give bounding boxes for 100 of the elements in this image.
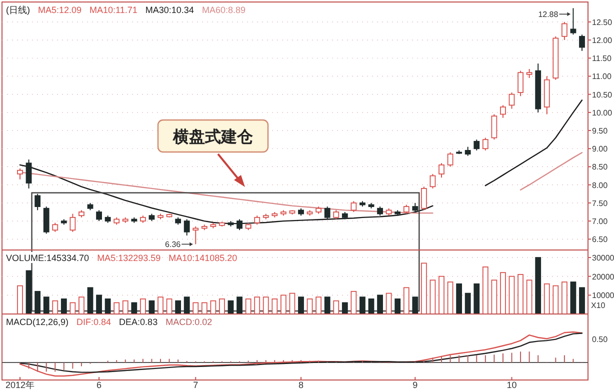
- bar: [184, 296, 190, 314]
- y-tick-label: 7.50: [592, 198, 608, 208]
- bar: [262, 296, 269, 314]
- bar: [254, 296, 260, 314]
- bar: [360, 296, 366, 314]
- bar: [43, 296, 50, 314]
- bar: [78, 296, 84, 314]
- bar: [342, 302, 348, 314]
- candlestick: [184, 218, 190, 236]
- annotation: MA10:11.71: [90, 5, 138, 15]
- candlestick: [526, 68, 532, 79]
- annotation: 6.36: [165, 240, 182, 250]
- x-tick-label: 9: [412, 380, 418, 390]
- bar: [96, 294, 102, 314]
- x-tick-label: 2012年: [5, 380, 35, 390]
- candlestick: [447, 152, 454, 168]
- bar: [70, 302, 76, 314]
- text: DEA:0.83: [119, 317, 158, 327]
- bar: [201, 302, 208, 314]
- bar: [316, 296, 322, 314]
- candlestick: [52, 222, 58, 232]
- y-tick-label: 12.50: [592, 18, 613, 27]
- y-tick-label: 6.50: [592, 235, 608, 244]
- bar: [140, 298, 146, 314]
- annotation: 12.88: [538, 10, 559, 20]
- y-tick-label: 7.00: [592, 217, 608, 226]
- bar: [131, 302, 138, 314]
- bar: [324, 296, 330, 314]
- bar: [26, 270, 32, 314]
- candlestick: [96, 210, 102, 222]
- text: 0.50: [592, 335, 608, 344]
- candlestick: [34, 193, 41, 211]
- candlestick: [254, 215, 260, 226]
- candlestick: [324, 206, 330, 220]
- bar: [570, 282, 576, 314]
- bar: [438, 276, 444, 314]
- candlestick: [464, 146, 471, 156]
- candlestick: [561, 21, 568, 41]
- text: DIF:0.84: [76, 317, 112, 327]
- bar: [394, 298, 401, 314]
- bar: [544, 283, 550, 314]
- bar: [175, 300, 182, 314]
- bar: [114, 302, 120, 314]
- bar: [104, 298, 111, 314]
- candlestick: [236, 218, 242, 231]
- bar: [579, 287, 585, 314]
- text: MACD:0.02: [166, 317, 212, 327]
- y-axis-title: X10: [591, 301, 606, 310]
- candlestick: [500, 104, 506, 118]
- bar: [192, 302, 199, 314]
- candlestick: [579, 34, 585, 52]
- bar: [122, 300, 128, 314]
- bar: [526, 280, 532, 314]
- bar: [350, 290, 357, 314]
- x-tick-label: 7: [193, 380, 198, 390]
- x-tick-label: 6: [96, 380, 102, 390]
- bar: [34, 290, 41, 314]
- bar: [412, 296, 418, 314]
- y-tick-label: 12.00: [592, 36, 613, 46]
- bar: [535, 257, 542, 314]
- candlestick: [438, 162, 444, 178]
- chart-title: (日线): [6, 5, 30, 15]
- bar: [474, 283, 480, 314]
- annotation: MA5:12.09: [38, 5, 82, 15]
- candlestick: [377, 206, 383, 216]
- annotation: MA10:141085.20: [168, 253, 238, 263]
- candlestick: [70, 213, 76, 232]
- bar: [420, 262, 427, 314]
- y-tick-label: 20000: [592, 272, 614, 282]
- annotation: 横盘式建仓: [172, 127, 254, 146]
- candlestick: [17, 168, 23, 180]
- bar: [403, 287, 410, 314]
- y-tick-label: 10000: [592, 291, 614, 300]
- text: MA60:8.89: [202, 5, 246, 15]
- y-tick-label: 9.50: [592, 126, 608, 136]
- bar: [491, 280, 498, 314]
- y-tick-label: 10.50: [592, 90, 613, 100]
- y-tick-label: 9.00: [592, 144, 608, 154]
- candlestick: [412, 202, 418, 212]
- y-tick-label: 30000: [592, 254, 614, 263]
- candlestick: [403, 204, 410, 214]
- bar: [447, 282, 454, 314]
- candlestick: [508, 92, 515, 110]
- candlestick: [491, 114, 498, 140]
- candlestick: [420, 186, 427, 211]
- annotation: MA5:132293.59: [97, 253, 161, 263]
- bar: [500, 272, 506, 314]
- candlestick: [518, 70, 524, 97]
- bar: [52, 300, 58, 314]
- bar: [158, 296, 164, 314]
- bar: [272, 298, 278, 314]
- y-tick-label: 11.00: [592, 72, 612, 82]
- candlestick: [26, 158, 32, 189]
- bar: [561, 282, 568, 314]
- x-tick-label: 8: [298, 380, 304, 390]
- candlestick: [350, 200, 357, 212]
- bar: [508, 276, 515, 314]
- bar: [552, 285, 559, 314]
- y-tick-label: 8.00: [592, 180, 608, 190]
- candlestick: [474, 139, 480, 151]
